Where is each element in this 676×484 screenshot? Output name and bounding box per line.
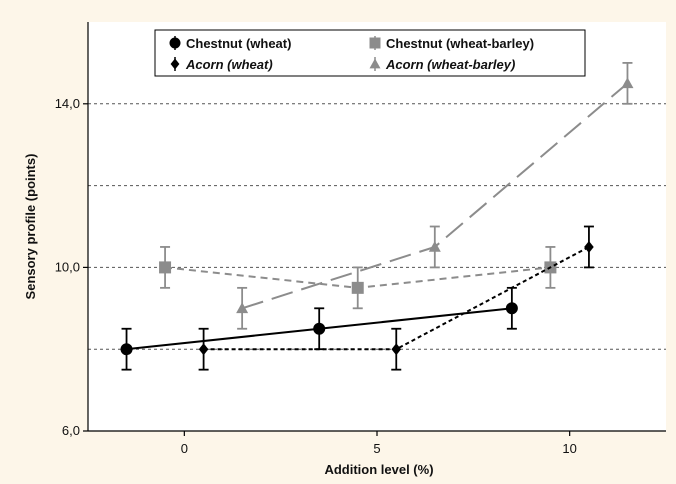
marker-diamond bbox=[170, 58, 180, 70]
marker-triangle bbox=[369, 58, 381, 69]
x-tick-label: 0 bbox=[181, 441, 188, 456]
legend-label: Chestnut (wheat) bbox=[186, 36, 291, 51]
marker-square bbox=[351, 281, 364, 294]
legend-label: Acorn (wheat-barley) bbox=[385, 57, 515, 72]
y-tick-label: 10,0 bbox=[55, 259, 80, 274]
marker-diamond bbox=[584, 240, 594, 253]
series-3 bbox=[236, 62, 634, 330]
x-tick-label: 10 bbox=[562, 441, 576, 456]
series-1 bbox=[159, 246, 557, 310]
plot-area bbox=[88, 22, 666, 431]
x-tick-label: 5 bbox=[373, 441, 380, 456]
marker-diamond bbox=[198, 343, 209, 356]
marker-circle bbox=[169, 37, 181, 49]
marker-triangle bbox=[621, 77, 634, 89]
series-2 bbox=[198, 225, 594, 371]
legend-label: Chestnut (wheat-barley) bbox=[386, 36, 534, 51]
y-tick-label: 14,0 bbox=[55, 96, 80, 111]
series-0 bbox=[120, 286, 518, 371]
marker-square bbox=[369, 37, 381, 49]
marker-triangle bbox=[236, 302, 249, 314]
marker-square bbox=[159, 261, 172, 274]
y-tick-label: 6,0 bbox=[62, 423, 80, 438]
marker-diamond bbox=[391, 343, 402, 356]
x-axis-title: Addition level (%) bbox=[324, 462, 433, 477]
marker-circle bbox=[313, 322, 326, 335]
marker-circle bbox=[505, 302, 518, 315]
legend-label: Acorn (wheat) bbox=[185, 57, 273, 72]
marker-circle bbox=[120, 343, 133, 356]
marker-triangle bbox=[428, 240, 441, 252]
y-axis-title: Sensory profile (points) bbox=[23, 154, 38, 300]
legend: Chestnut (wheat) Chestnut (wheat-barley) A… bbox=[154, 29, 586, 77]
